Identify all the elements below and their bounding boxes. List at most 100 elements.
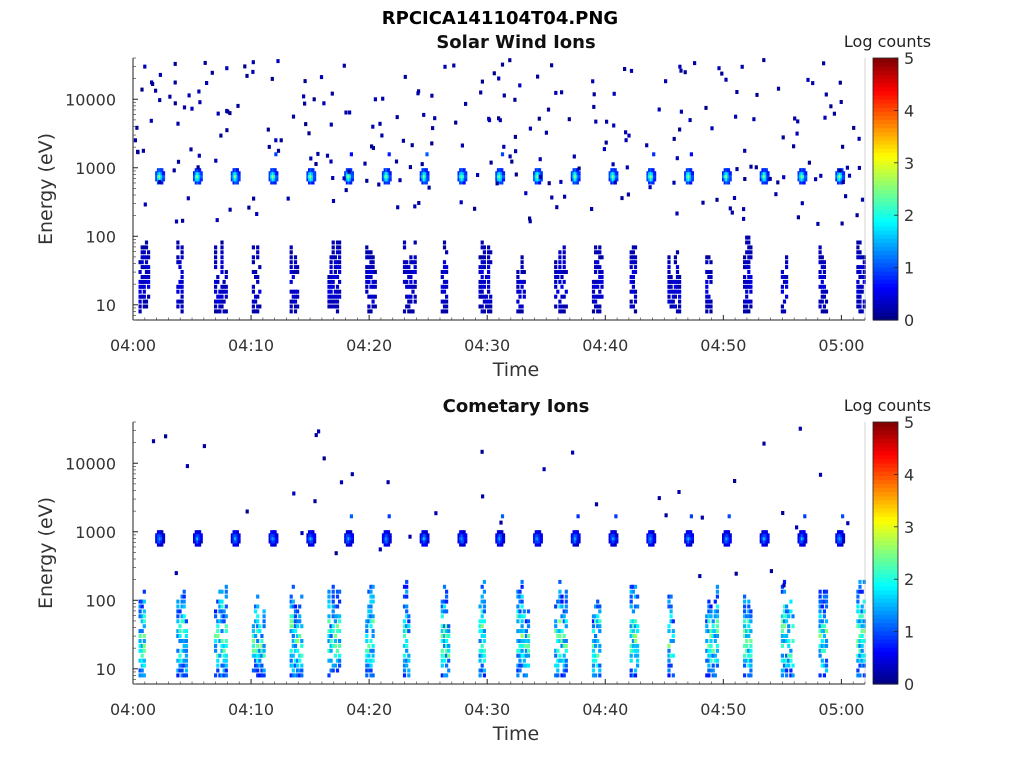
spectrogram-cell [518,653,522,658]
colorbar-segment [873,454,898,460]
spectrogram-cell [745,294,749,299]
spectrogram-cell [730,210,734,215]
spectrogram-cell [818,275,822,279]
spectrogram-cell [800,168,804,173]
spectrogram-cell [631,284,635,289]
spectrogram-cell [480,304,484,309]
colorbar-segment [873,532,898,538]
spectrogram-cell [646,536,650,541]
spectrogram-cell [743,673,747,678]
spectrogram-cell [136,149,140,154]
spectrogram-cell [678,294,682,299]
spectrogram-cell [598,289,602,294]
spectrogram-cell [338,260,342,265]
spectrogram-cell [442,604,447,609]
spectrogram-cell [338,629,342,634]
spectrogram-cell [405,658,409,663]
spectrogram-cell [516,284,520,289]
spectrogram-cell [258,289,262,294]
spectrogram-cell [711,619,715,624]
spectrogram-cell [759,539,763,544]
spectrogram-cell [327,629,331,634]
spectrogram-cell [554,604,558,609]
spectrogram-cell [270,180,274,185]
spectrogram-cell [496,539,501,544]
spectrogram-cell [685,533,689,538]
y-tick-label: 10000 [65,454,116,473]
spectrogram-cell [820,299,824,304]
spectrogram-cell [180,648,184,653]
x-tick-label: 05:00 [818,700,864,719]
spectrogram-cell [840,542,844,547]
spectrogram-cell [251,634,255,638]
spectrogram-cell [598,668,602,673]
spectrogram-cell [707,629,711,634]
spectrogram-cell [591,279,596,284]
spectrogram-cell [713,639,717,643]
spectrogram-cell [747,634,751,638]
spectrogram-cell [174,219,179,224]
spectrogram-cell [385,530,389,535]
spectrogram-cell [344,110,348,115]
spectrogram-cell [856,599,860,604]
spectrogram-cell [298,653,302,658]
spectrogram-cell [633,673,638,678]
spectrogram-cell [713,673,717,678]
spectrogram-cell [371,658,375,663]
x-tick-label: 04:20 [346,336,392,355]
spectrogram-cell [335,629,340,634]
spectrogram-cell [860,639,864,643]
spectrogram-cell [667,265,671,270]
spectrogram-cell [178,668,182,673]
spectrogram-cell [727,514,731,519]
spectrogram-cell [367,663,371,668]
spectrogram-cell [560,604,564,609]
spectrogram-cell [564,668,568,673]
spectrogram-cell [690,539,694,544]
spectrogram-cell [653,174,657,179]
spectrogram-cell [247,205,251,210]
spectrogram-cell [554,653,558,658]
spectrogram-cell [713,634,717,638]
spectrogram-cell [538,533,542,538]
spectrogram-cell [176,284,180,289]
spectrogram-cell [161,539,166,544]
spectrogram-cell [487,260,491,265]
spectrogram-cell [705,255,709,260]
spectrogram-cell [216,299,220,304]
spectrogram-cell [700,515,704,520]
spectrogram-cell [715,589,719,594]
spectrogram-cell [780,589,784,594]
spectrogram-cell [564,624,568,629]
spectrogram-cell [558,658,562,663]
spectrogram-cell [629,299,633,304]
spectrogram-cell [289,309,293,314]
spectrogram-cell [613,180,617,185]
spectrogram-cell [560,643,564,648]
spectrogram-cell [245,73,249,78]
spectrogram-cell [669,609,673,614]
spectrogram-cell [214,304,218,309]
spectrogram-cell [487,116,491,121]
spectrogram-cell [804,171,808,176]
spectrogram-cell [365,639,369,643]
spectrogram-cell [556,658,560,663]
spectrogram-cell [717,66,721,71]
spectrogram-cell [620,196,624,201]
spectrogram-cell [338,619,342,624]
panel-title: Solar Wind Ions [436,32,595,53]
colorbar-segment [873,172,898,178]
spectrogram-cell [142,648,146,653]
spectrogram-cell [513,97,517,102]
spectrogram-cell [598,265,602,270]
spectrogram-cell [216,663,220,668]
spectrogram-cell [316,151,320,156]
spectrogram-cell [678,284,682,289]
spectrogram-cell [289,594,293,599]
spectrogram-cell [705,639,709,643]
spectrogram-cell [780,309,784,314]
spectrogram-cell [734,571,738,576]
spectrogram-cell [480,619,484,624]
spectrogram-cell [608,171,612,176]
